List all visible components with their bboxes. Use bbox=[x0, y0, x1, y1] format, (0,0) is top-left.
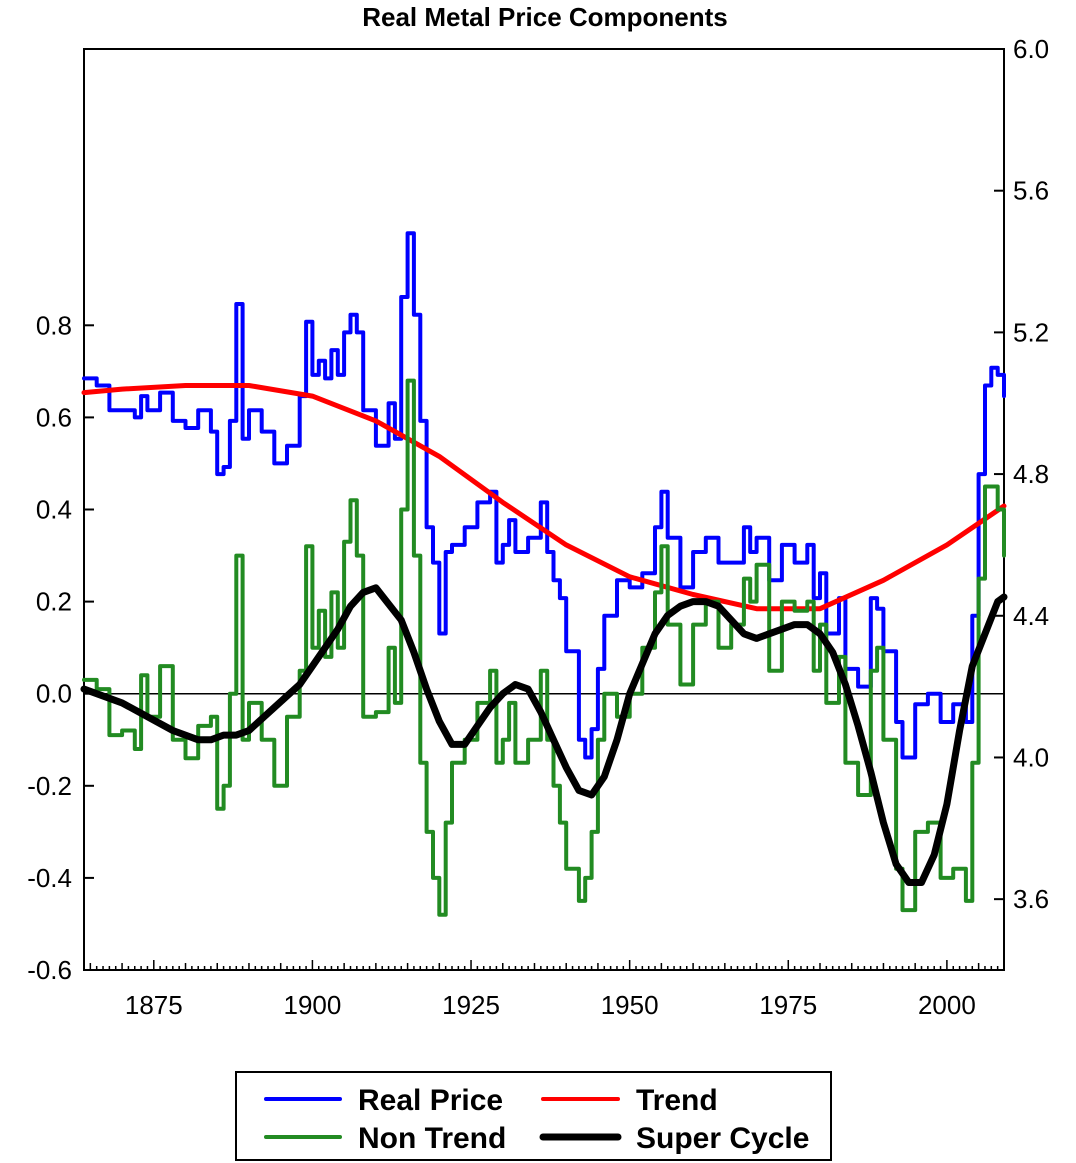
bottom-tick-label: 1950 bbox=[601, 990, 659, 1020]
legend: Real Price Trend Non Trend Super Cycle bbox=[235, 1071, 832, 1161]
left-tick-label: 0.2 bbox=[36, 587, 72, 617]
bottom-tick-label: 1875 bbox=[125, 990, 183, 1020]
right-tick-label: 6.0 bbox=[1013, 34, 1049, 64]
right-tick-label: 4.4 bbox=[1013, 601, 1049, 631]
bottom-tick-label: 2000 bbox=[918, 990, 976, 1020]
series-layer bbox=[80, 231, 1008, 917]
plot-frame bbox=[83, 48, 1005, 971]
right-tick-label: 5.6 bbox=[1013, 176, 1049, 206]
legend-label-super-cycle: Super Cycle bbox=[636, 1122, 809, 1155]
left-tick-label: -0.4 bbox=[27, 863, 72, 893]
bottom-tick-label: 1900 bbox=[283, 990, 341, 1020]
right-tick-label: 4.8 bbox=[1013, 459, 1049, 489]
series-line-super-cycle bbox=[80, 584, 1008, 886]
right-tick-label: 4.0 bbox=[1013, 742, 1049, 772]
legend-label-non-trend: Non Trend bbox=[358, 1122, 506, 1155]
legend-label-real-price: Real Price bbox=[358, 1084, 503, 1117]
series-line-non-trend bbox=[82, 378, 1006, 917]
left-tick-label: 0.0 bbox=[36, 679, 72, 709]
legend-box bbox=[235, 1071, 832, 1161]
left-tick-label: 0.6 bbox=[36, 402, 72, 432]
bottom-axis: 1875 1900 1925 1950 1975 2000 bbox=[83, 960, 1005, 1020]
left-tick-label: -0.2 bbox=[27, 771, 72, 801]
legend-label-trend: Trend bbox=[636, 1084, 718, 1117]
chart-title: Real Metal Price Components bbox=[362, 2, 728, 32]
right-tick-label: 5.2 bbox=[1013, 317, 1049, 347]
left-axis: -0.6 -0.4 -0.2 0.0 0.2 0.4 0.6 0.8 bbox=[27, 310, 94, 985]
series-line-trend bbox=[81, 383, 1007, 612]
left-tick-label: -0.6 bbox=[27, 955, 72, 985]
left-tick-label: 0.8 bbox=[36, 310, 72, 340]
plot-area bbox=[83, 48, 1005, 971]
bottom-tick-label: 1975 bbox=[759, 990, 817, 1020]
left-tick-label: 0.4 bbox=[36, 495, 72, 525]
series-line-real-price bbox=[82, 231, 1006, 760]
right-tick-label: 3.6 bbox=[1013, 884, 1049, 914]
right-axis: 3.6 4.0 4.4 4.8 5.2 5.6 6.0 bbox=[994, 34, 1049, 914]
bottom-tick-label: 1925 bbox=[442, 990, 500, 1020]
